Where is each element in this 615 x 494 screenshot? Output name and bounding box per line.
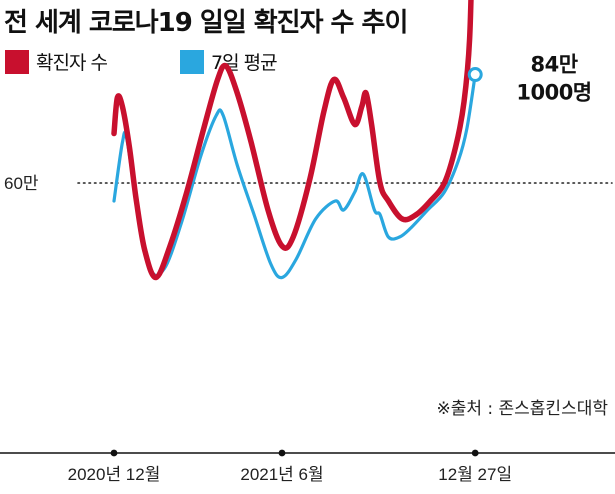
- end-annotations: 144만9000명84만1000명: [516, 53, 592, 105]
- y-tick-labels: 60만120만: [4, 174, 39, 193]
- x-tick-label-0: 2020년 12월: [68, 465, 161, 484]
- series-lines: [111, 0, 477, 281]
- series-line-cases: [111, 0, 474, 281]
- x-tick-label-1: 2021년 6월: [240, 465, 323, 484]
- x-tick-dot-1: [278, 449, 286, 457]
- legend-item-cases: 확진자 수: [5, 48, 108, 75]
- x-tick-label-2: 12월 27일: [438, 465, 512, 484]
- grid-lines: [77, 182, 613, 184]
- legend-swatch-average: [180, 49, 204, 74]
- legend-swatch-cases: [5, 49, 29, 74]
- x-tick-dot-0: [110, 449, 118, 457]
- x-tick-dot-2: [471, 449, 479, 457]
- end-label-average-line-0: 84만: [530, 53, 577, 77]
- legend-label-cases: 확진자 수: [36, 52, 108, 74]
- x-ticks: 2020년 12월 2021년 6월 12월 27일: [68, 449, 512, 484]
- chart-title: 전 세계 코로나19 일일 확진자 수 추이: [4, 8, 408, 38]
- end-label-average-line-1: 1000명: [516, 81, 591, 105]
- end-markers: [467, 67, 483, 83]
- source-note: ※출처 : 존스홉킨스대학: [436, 399, 608, 419]
- y-tick-label-0: 60만: [4, 174, 39, 193]
- end-marker-average: [467, 67, 483, 83]
